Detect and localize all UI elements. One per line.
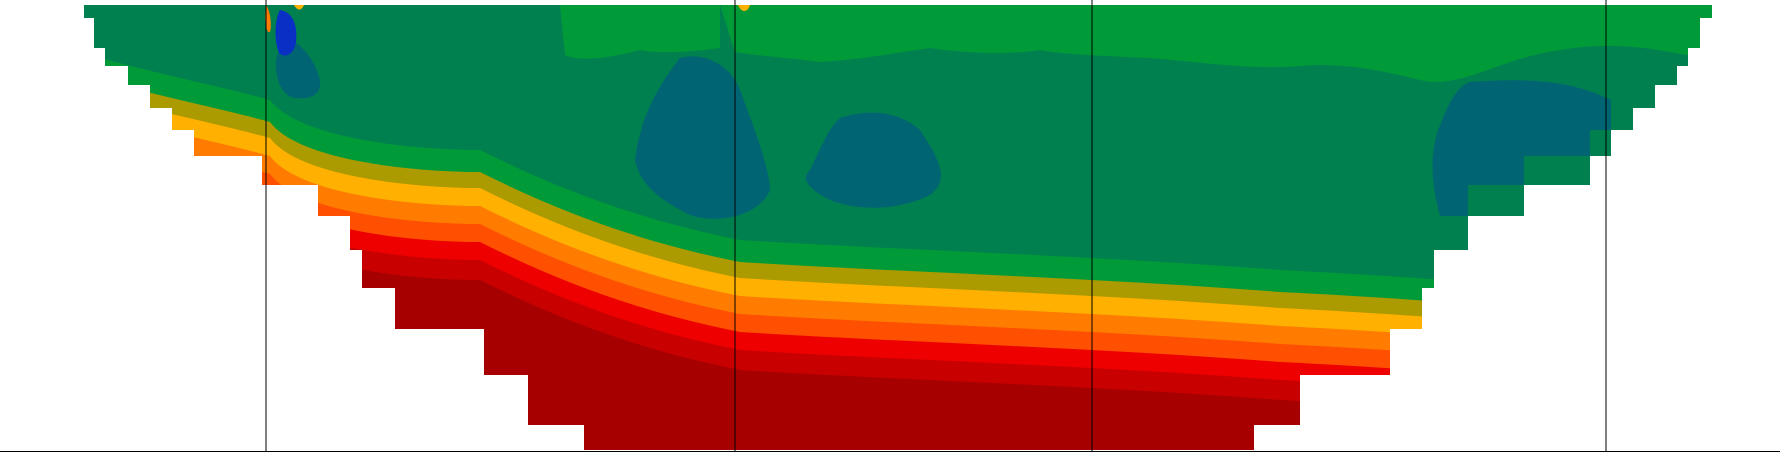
teal-pocket-left xyxy=(635,56,770,219)
speckle-orange-left xyxy=(265,5,271,33)
teal-pocket-right xyxy=(1432,80,1611,217)
band-green-mid-surface xyxy=(720,5,1040,62)
speckle-yellow-left xyxy=(294,5,304,10)
speckle-yellow-mid xyxy=(738,5,750,12)
band-green-left-surface xyxy=(560,5,720,59)
teal-pocket-center xyxy=(806,112,941,208)
band-green-right-surface xyxy=(1040,5,1712,82)
deep-blue-anomaly xyxy=(275,10,297,56)
